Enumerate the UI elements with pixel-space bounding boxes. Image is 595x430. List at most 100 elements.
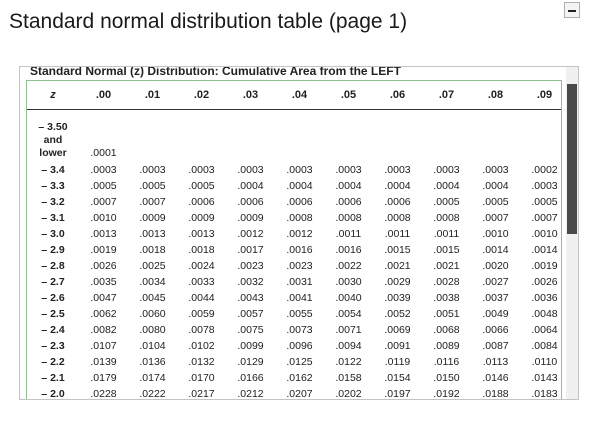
table-cell: .0078 bbox=[188, 324, 215, 336]
table-cell: .0222 bbox=[139, 388, 166, 400]
table-cell: .0005 bbox=[482, 196, 509, 208]
column-header: .00 bbox=[95, 89, 112, 101]
z-value: – 2.8 bbox=[41, 260, 65, 272]
table-cell: .0029 bbox=[384, 276, 411, 288]
table-cell: .0192 bbox=[433, 388, 460, 400]
table-cell: .0059 bbox=[188, 308, 215, 320]
table-cell: .0041 bbox=[286, 292, 313, 304]
table-cell: .0197 bbox=[384, 388, 411, 400]
table-cell: .0146 bbox=[482, 372, 509, 384]
z-value: – 2.7 bbox=[41, 276, 65, 288]
table-cell: .0064 bbox=[531, 324, 558, 336]
table-cell: .0020 bbox=[482, 260, 509, 272]
z-value: – 2.1 bbox=[41, 372, 65, 384]
table-cell: .0039 bbox=[384, 292, 411, 304]
table-cell: .0007 bbox=[531, 212, 558, 224]
table-cell: .0125 bbox=[286, 356, 313, 368]
table-cell: .0068 bbox=[433, 324, 460, 336]
table-cell: .0008 bbox=[286, 212, 313, 224]
table-cell: .0073 bbox=[286, 324, 313, 336]
table-cell: .0113 bbox=[482, 356, 509, 368]
table-cell: .0049 bbox=[482, 308, 509, 320]
scrollbar-thumb[interactable] bbox=[567, 84, 577, 234]
table-cell: .0051 bbox=[433, 308, 460, 320]
collapse-icon bbox=[568, 10, 576, 12]
column-header: .01 bbox=[144, 89, 161, 101]
table-cell: .0009 bbox=[237, 212, 264, 224]
table-cell: .0084 bbox=[531, 340, 558, 352]
table-cell: .0001 bbox=[90, 147, 117, 159]
table-cell: .0003 bbox=[139, 164, 166, 176]
table-cell: .0037 bbox=[482, 292, 509, 304]
table-cell: .0010 bbox=[531, 228, 558, 240]
table-cell: .0122 bbox=[335, 356, 362, 368]
table-cell: .0006 bbox=[188, 196, 215, 208]
table-cell: .0188 bbox=[482, 388, 509, 400]
table-cell: .0055 bbox=[286, 308, 313, 320]
table-heading: Standard Normal (z) Distribution: Cumula… bbox=[26, 67, 562, 81]
table-cell: .0006 bbox=[286, 196, 313, 208]
table-cell: .0069 bbox=[384, 324, 411, 336]
table-cell: .0019 bbox=[90, 244, 117, 256]
table-cell: .0129 bbox=[237, 356, 264, 368]
z-column-header: z bbox=[50, 89, 56, 101]
column-header: .04 bbox=[291, 89, 308, 101]
collapse-button[interactable] bbox=[564, 2, 580, 18]
table-cell: .0071 bbox=[335, 324, 362, 336]
column-header: .07 bbox=[438, 89, 455, 101]
table-cell: .0013 bbox=[90, 228, 117, 240]
table-cell: .0183 bbox=[531, 388, 558, 400]
table-cell: .0017 bbox=[237, 244, 264, 256]
table-header-row: z .00 .01 .02 .03 .04 .05 .06 .07 .08 .09 bbox=[27, 81, 561, 110]
table-cell: .0004 bbox=[433, 180, 460, 192]
table-cell: .0003 bbox=[237, 164, 264, 176]
table-cell: .0119 bbox=[384, 356, 411, 368]
table-cell: .0022 bbox=[335, 260, 362, 272]
table-cell: .0087 bbox=[482, 340, 509, 352]
table-cell: .0008 bbox=[384, 212, 411, 224]
z-value: – 3.0 bbox=[41, 228, 65, 240]
table-cell: .0158 bbox=[335, 372, 362, 384]
table-cell: .0028 bbox=[433, 276, 460, 288]
table-cell: .0091 bbox=[384, 340, 411, 352]
table-cell: .0003 bbox=[482, 164, 509, 176]
table-cell: .0008 bbox=[335, 212, 362, 224]
table-cell: .0031 bbox=[286, 276, 313, 288]
table-row: – 2.0 .0228 .0222 .0217 .0212 .0207 .0202 .0197… bbox=[27, 386, 561, 400]
table-cell: .0027 bbox=[482, 276, 509, 288]
table-cell: .0166 bbox=[237, 372, 264, 384]
table-cell: .0023 bbox=[237, 260, 264, 272]
table-cell: .0047 bbox=[90, 292, 117, 304]
table-cell: .0014 bbox=[482, 244, 509, 256]
column-header: .06 bbox=[389, 89, 406, 101]
table-cell: .0005 bbox=[433, 196, 460, 208]
vertical-scrollbar[interactable] bbox=[566, 67, 578, 399]
table-cell: .0009 bbox=[188, 212, 215, 224]
table-cell: .0007 bbox=[482, 212, 509, 224]
z-value: – 2.6 bbox=[41, 292, 65, 304]
table-cell: .0089 bbox=[433, 340, 460, 352]
table-cell: .0030 bbox=[335, 276, 362, 288]
table-cell: .0007 bbox=[90, 196, 117, 208]
table-cell: .0075 bbox=[237, 324, 264, 336]
table-row: – 3.4 .0003 .0003 .0003 .0003 .0003 .0003 .0003… bbox=[27, 162, 561, 178]
table-cell: .0016 bbox=[286, 244, 313, 256]
table-cell: .0011 bbox=[384, 228, 411, 240]
table-row: – 2.1 .0179 .0174 .0170 .0166 .0162 .0158 .0154… bbox=[27, 370, 561, 386]
z-value: – 2.5 bbox=[41, 308, 65, 320]
table-cell: .0150 bbox=[433, 372, 460, 384]
table-cell: .0026 bbox=[90, 260, 117, 272]
table-row: – 2.9 .0019 .0018 .0018 .0017 .0016 .0016 .0015… bbox=[27, 242, 561, 258]
table-cell: .0038 bbox=[433, 292, 460, 304]
table-cell: .0132 bbox=[188, 356, 215, 368]
column-header: .08 bbox=[487, 89, 504, 101]
table-cell: .0004 bbox=[237, 180, 264, 192]
document-viewer[interactable]: Standard Normal (z) Distribution: Cumula… bbox=[19, 66, 579, 400]
table-cell: .0010 bbox=[90, 212, 117, 224]
table-rows: – 3.50 and lower .0001 – 3.4 .0003 .0003 .0003.… bbox=[27, 110, 561, 400]
z-table: z .00 .01 .02 .03 .04 .05 .06 .07 .08 .09 – 3.50 a… bbox=[26, 81, 562, 400]
table-cell: .0116 bbox=[433, 356, 460, 368]
z-value-line: lower bbox=[39, 147, 67, 159]
table-cell: .0080 bbox=[139, 324, 166, 336]
table-cell: .0096 bbox=[286, 340, 313, 352]
